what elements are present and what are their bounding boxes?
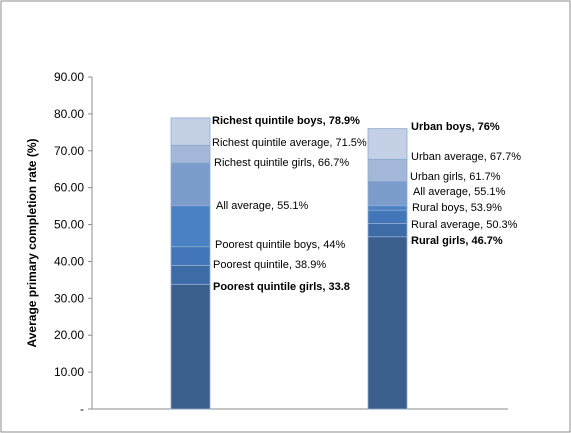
bar-segment xyxy=(367,158,408,182)
bar-segment xyxy=(367,223,408,238)
y-axis-ticks: - 10.00 20.00 30.00 40.00 50.00 60.00 70.00 80.0… xyxy=(54,70,92,416)
bar-segment xyxy=(170,205,211,248)
y-tick-label: 80.00 xyxy=(54,107,84,121)
y-tick-label: 30.00 xyxy=(54,291,84,305)
segment-label: Poorest quintile boys, 44% xyxy=(215,239,345,251)
bar-segment xyxy=(367,180,408,207)
segment-label: Richest quintile average, 71.5% xyxy=(212,137,367,149)
segment-label: Rural average, 50.3% xyxy=(411,219,518,231)
bar-segment xyxy=(170,117,211,146)
y-tick-label: 40.00 xyxy=(54,254,84,268)
segment-label: Rural girls, 46.7% xyxy=(411,235,503,247)
bar-segment xyxy=(170,246,211,266)
y-tick-label: - xyxy=(80,402,84,416)
y-tick-label: 70.00 xyxy=(54,144,84,158)
y-tick-label: 90.00 xyxy=(54,70,84,84)
segment-label: Urban average, 67.7% xyxy=(411,151,521,163)
bar-segment xyxy=(367,205,408,211)
y-axis-title: Average primary completion rate (%) xyxy=(25,139,39,348)
segment-label: Richest quintile girls, 66.7% xyxy=(214,157,349,169)
segment-label: All average, 55.1% xyxy=(413,186,506,198)
segment-label: Poorest quintile girls, 33.8 xyxy=(213,281,350,293)
segment-label: Urban boys, 76% xyxy=(411,121,500,133)
segment-label: All average, 55.1% xyxy=(216,200,309,212)
segment-label: Poorest quintile, 38.9% xyxy=(213,259,326,271)
segment-label: Urban girls, 61.7% xyxy=(410,171,501,183)
segment-label: Richest quintile boys, 78.9% xyxy=(212,115,360,127)
bar-segment xyxy=(367,128,408,160)
bar-segment xyxy=(170,162,211,207)
y-tick-label: 10.00 xyxy=(54,365,84,379)
segment-label: Rural boys, 53.9% xyxy=(412,202,502,214)
bar-segment xyxy=(170,144,211,164)
bar-segment xyxy=(170,265,211,285)
segment-labels: Poorest quintile girls, 33.8 Poorest quin… xyxy=(212,115,521,293)
bar-segment xyxy=(367,209,408,224)
bar-segment xyxy=(367,236,408,410)
y-tick-label: 60.00 xyxy=(54,181,84,195)
y-tick-label: 20.00 xyxy=(54,328,84,342)
y-tick-label: 50.00 xyxy=(54,218,84,232)
bars xyxy=(170,117,408,410)
bar-segment xyxy=(170,283,211,410)
